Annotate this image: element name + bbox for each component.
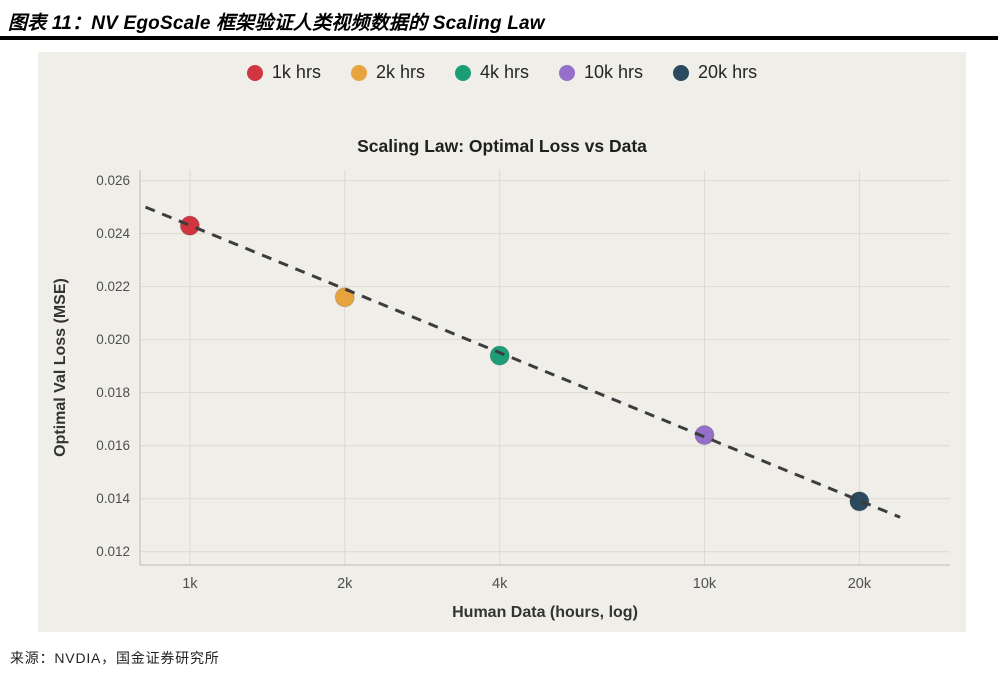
- x-tick-label: 1k: [182, 576, 198, 592]
- legend-marker-circle: [246, 64, 263, 81]
- legend-item: 10k hrs: [559, 62, 643, 83]
- legend-item: 20k hrs: [673, 62, 757, 83]
- x-tick-label: 2k: [337, 576, 353, 592]
- x-axis-title: Human Data (hours, log): [452, 604, 638, 621]
- data-point-1k-hrs: [179, 215, 200, 236]
- header-rule: [0, 36, 998, 40]
- y-tick-label: 0.024: [96, 226, 130, 241]
- legend-label: 4k hrs: [479, 62, 530, 82]
- legend-label: 2k hrs: [375, 62, 425, 82]
- x-tick-label: 10k: [693, 576, 717, 592]
- legend-marker-circle: [559, 64, 576, 81]
- chart-legend: 1k hrs 2k hrs 4k hrs 10k hrs 20k hrs: [38, 62, 966, 83]
- y-tick-label: 0.022: [96, 279, 130, 294]
- figure-title: 图表 11：NV EgoScale 框架验证人类视频数据的 Scaling La…: [8, 13, 545, 34]
- legend-marker-circle: [350, 64, 367, 81]
- x-tick-label: 4k: [492, 576, 508, 592]
- y-tick-label: 0.018: [96, 385, 130, 400]
- y-tick-label: 0.016: [96, 438, 130, 453]
- y-tick-label: 0.014: [96, 491, 130, 506]
- plot-svg: 0.012 0.014 0.016 0.018 0.020 0.022 0.024 0.026…: [52, 170, 950, 621]
- source-note: 来源：NVDIA，国金证券研究所: [10, 650, 220, 666]
- scatter-plot: 0.012 0.014 0.016 0.018 0.020 0.022 0.024 0.026…: [38, 162, 966, 637]
- legend-item: 1k hrs: [246, 62, 321, 83]
- data-point-10k-hrs: [694, 425, 715, 446]
- legend-label: 1k hrs: [271, 62, 321, 82]
- figure-header: 图表 11：NV EgoScale 框架验证人类视频数据的 Scaling La…: [8, 8, 996, 35]
- legend-marker-circle: [673, 64, 690, 81]
- x-tick-label: 20k: [848, 576, 872, 592]
- chart-panel: 1k hrs 2k hrs 4k hrs 10k hrs 20k hrs Scaling…: [38, 52, 966, 632]
- y-tick-label: 0.012: [96, 544, 130, 559]
- legend-label: 20k hrs: [698, 62, 758, 82]
- legend-label: 10k hrs: [584, 62, 644, 82]
- legend-marker-circle: [454, 64, 471, 81]
- chart-title: Scaling Law: Optimal Loss vs Data: [357, 136, 647, 156]
- trend-line: [144, 205, 901, 519]
- data-point-20k-hrs: [849, 491, 870, 512]
- legend-item: 2k hrs: [350, 62, 425, 83]
- data-point-4k-hrs: [489, 345, 510, 366]
- y-tick-label: 0.020: [96, 332, 130, 347]
- legend-item: 4k hrs: [454, 62, 530, 83]
- y-axis-title: Optimal Val Loss (MSE): [52, 278, 69, 457]
- y-tick-label: 0.026: [96, 173, 130, 188]
